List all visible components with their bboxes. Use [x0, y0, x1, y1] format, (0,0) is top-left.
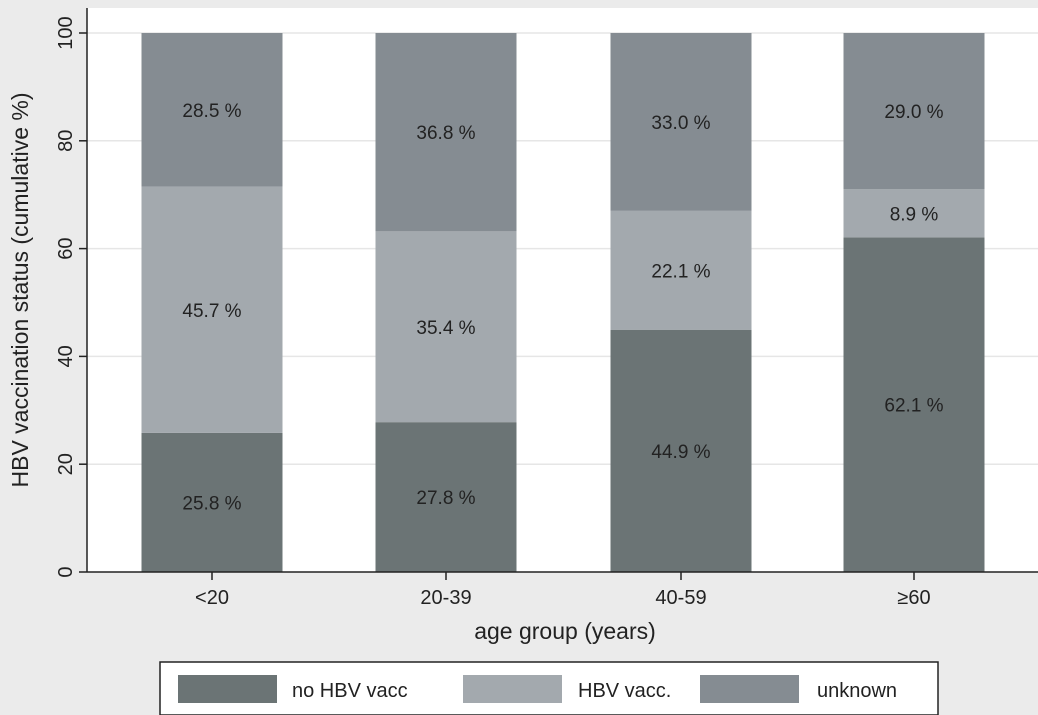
legend-label: unknown	[817, 680, 897, 702]
bar-segment	[610, 33, 752, 211]
x-tick-label: ≥60	[897, 587, 930, 609]
bar-segment	[843, 33, 985, 190]
data-label: 45.7 %	[182, 301, 241, 322]
legend-swatch	[178, 675, 277, 703]
bar-segment	[141, 33, 283, 187]
bar-segment	[375, 422, 517, 572]
bars	[141, 33, 985, 572]
data-label: 62.1 %	[884, 396, 943, 417]
bar-segment	[843, 189, 985, 238]
data-label: 35.4 %	[416, 318, 475, 339]
legend: no HBV vacc HBV vacc. unknown	[159, 661, 939, 715]
legend-swatch	[700, 675, 799, 703]
legend-label: HBV vacc.	[578, 680, 671, 702]
data-label: 33.0 %	[651, 113, 710, 134]
bar-segment	[843, 237, 985, 572]
bar-segment	[375, 231, 517, 423]
y-tick-label: 100	[55, 16, 77, 49]
data-label: 25.8 %	[182, 493, 241, 514]
data-label: 28.5 %	[182, 101, 241, 122]
x-axis-title: age group (years)	[474, 618, 656, 644]
data-label: 29.0 %	[884, 102, 943, 123]
y-tick-label: 40	[55, 345, 77, 367]
x-tick-label: 40-59	[655, 587, 706, 609]
y-axis-title: HBV vaccination status (cumulative %)	[7, 93, 33, 488]
segment-labels: 25.8 % 45.7 % 28.5 % 27.8 % 35.4 % 36.8 % 44.9…	[182, 101, 943, 515]
data-label: 22.1 %	[651, 261, 710, 282]
bar-segment	[610, 329, 752, 572]
legend-label: no HBV vacc	[292, 680, 408, 702]
bar-segment	[610, 210, 752, 330]
x-tick-label: 20-39	[420, 587, 471, 609]
x-tick-label: <20	[195, 587, 229, 609]
data-label: 36.8 %	[416, 123, 475, 144]
y-tick-label: 20	[55, 453, 77, 475]
legend-swatch	[463, 675, 562, 703]
y-axis-ticks: 0 20 40 60 80 100	[55, 16, 87, 578]
y-tick-label: 60	[55, 237, 77, 259]
y-tick-label: 0	[55, 566, 77, 577]
bar-segment	[375, 33, 517, 232]
data-label: 44.9 %	[651, 442, 710, 463]
bar-segment	[141, 432, 283, 572]
x-axis-ticks: <20 20-39 40-59 ≥60	[195, 572, 931, 609]
data-label: 8.9 %	[890, 204, 939, 225]
bar-segment	[141, 186, 283, 433]
data-label: 27.8 %	[416, 488, 475, 509]
y-tick-label: 80	[55, 130, 77, 152]
